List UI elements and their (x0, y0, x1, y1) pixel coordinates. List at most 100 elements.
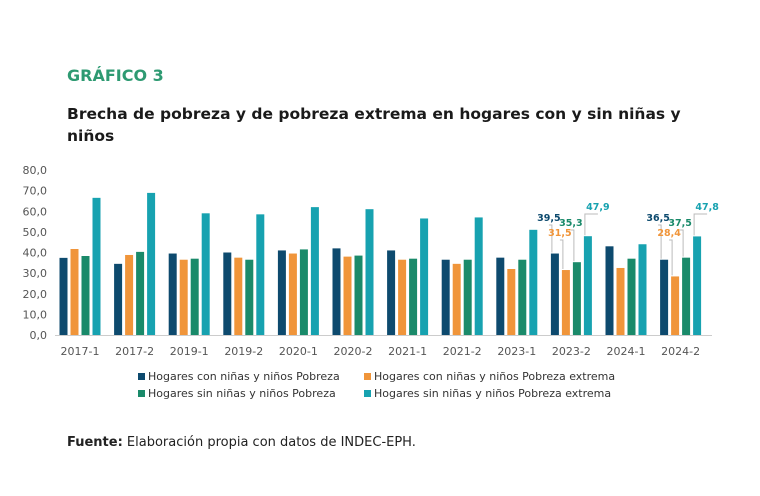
x-tick-label: 2017-2 (115, 345, 154, 358)
x-tick-label: 2019-2 (224, 345, 263, 358)
bar-2020-2-s2 (343, 256, 352, 335)
bar-2019-1-s2 (179, 259, 188, 335)
x-tick-label: 2017-1 (61, 345, 100, 358)
bar-2024-1-s3 (627, 258, 636, 335)
bar-2024-2-s4 (693, 236, 702, 335)
data-label: 36,5 (646, 213, 669, 224)
bar-2019-1-s1 (168, 253, 177, 335)
bar-2021-1-s1 (387, 250, 396, 335)
bar-2024-2-s2 (671, 276, 680, 335)
data-label: 47,9 (586, 202, 609, 213)
legend-swatch (364, 390, 371, 397)
bar-2024-1-s2 (616, 267, 625, 335)
bar-2021-1-s4 (420, 218, 429, 335)
bar-2019-1-s3 (190, 258, 199, 335)
bar-2020-1-s4 (310, 207, 319, 335)
bar-2017-2-s1 (114, 263, 123, 335)
bar-2024-1-s1 (605, 246, 614, 335)
data-label: 31,5 (548, 228, 571, 239)
source-label: Fuente: (67, 435, 123, 450)
leader-line (680, 229, 684, 257)
x-tick-label: 2019-1 (170, 345, 209, 358)
leader-line (559, 239, 564, 270)
legend-label: Hogares con niñas y niños Pobreza extrem… (374, 370, 615, 383)
bar-2020-2-s4 (365, 209, 374, 335)
bar-2023-1-s3 (518, 259, 527, 335)
data-label: 47,8 (695, 202, 719, 213)
bar-2024-2-s3 (682, 257, 691, 335)
bar-2021-2-s4 (474, 217, 483, 335)
bar-2021-2-s2 (452, 263, 461, 335)
bar-2023-2-s1 (550, 253, 559, 335)
leader-line (669, 239, 673, 276)
data-label: 37,5 (668, 218, 691, 229)
source-text: Elaboración propia con datos de INDEC-EP… (122, 435, 416, 450)
figure-kicker: GRÁFICO 3 (67, 66, 164, 85)
x-tick-label: 2024-1 (607, 345, 646, 358)
x-tick-label: 2020-2 (334, 345, 373, 358)
x-tick-label: 2020-1 (279, 345, 318, 358)
y-tick-label: 10,0 (23, 308, 48, 321)
leader-line (658, 224, 662, 259)
bar-2024-1-s4 (638, 244, 647, 335)
legend-label: Hogares sin niñas y niños Pobreza (148, 387, 336, 400)
bar-2017-1-s1 (59, 257, 68, 335)
bar-2017-1-s4 (92, 197, 101, 335)
bar-2019-2-s2 (234, 257, 243, 335)
y-tick-label: 80,0 (23, 164, 48, 177)
x-tick-label: 2023-2 (552, 345, 591, 358)
bar-2019-2-s3 (245, 259, 254, 335)
bar-2021-2-s3 (463, 259, 472, 335)
legend-swatch (138, 390, 145, 397)
leader-line (548, 224, 553, 253)
data-label: 35,3 (559, 218, 582, 229)
bar-2024-2-s1 (660, 259, 669, 335)
leader-line (693, 213, 708, 236)
bar-2020-1-s2 (288, 253, 297, 335)
bar-2020-1-s1 (277, 250, 286, 335)
bar-2019-2-s1 (223, 252, 232, 335)
bar-2020-1-s3 (299, 249, 308, 335)
x-tick-label: 2021-2 (443, 345, 482, 358)
bar-2023-1-s1 (496, 257, 505, 335)
x-tick-label: 2023-1 (497, 345, 536, 358)
bar-2023-2-s3 (572, 262, 581, 335)
x-tick-label: 2024-2 (661, 345, 700, 358)
y-tick-label: 0,0 (30, 329, 48, 342)
bar-2017-1-s3 (81, 256, 90, 335)
bar-2017-2-s3 (136, 251, 145, 335)
bar-2019-2-s4 (256, 214, 265, 335)
bar-2017-2-s2 (125, 254, 134, 335)
leader-line (584, 213, 598, 236)
bar-2021-2-s1 (441, 259, 450, 335)
bar-2021-1-s2 (398, 259, 407, 335)
bar-2023-1-s2 (507, 269, 516, 335)
bar-2023-2-s2 (561, 270, 570, 335)
bar-2020-2-s1 (332, 248, 341, 335)
legend-swatch (364, 373, 371, 380)
bar-2017-1-s2 (70, 248, 79, 335)
legend-swatch (138, 373, 145, 380)
legend-label: Hogares sin niñas y niños Pobreza extrem… (374, 387, 611, 400)
data-label: 39,5 (537, 213, 560, 224)
bar-2021-1-s3 (409, 258, 418, 335)
bar-2019-1-s4 (201, 213, 210, 335)
bar-2017-2-s4 (147, 192, 156, 335)
chart-title: Brecha de pobreza y de pobreza extrema e… (67, 105, 681, 145)
bar-2023-1-s4 (529, 229, 538, 335)
bar-2023-2-s4 (583, 236, 592, 335)
y-tick-label: 20,0 (23, 288, 48, 301)
bar-2020-2-s3 (354, 255, 363, 335)
data-label: 28,4 (657, 228, 681, 239)
x-tick-label: 2021-1 (388, 345, 427, 358)
y-tick-label: 40,0 (23, 247, 48, 260)
y-tick-label: 50,0 (23, 226, 48, 239)
y-tick-label: 30,0 (23, 267, 48, 280)
y-tick-label: 70,0 (23, 185, 48, 198)
source-note: Fuente: Elaboración propia con datos de … (67, 435, 416, 450)
y-tick-label: 60,0 (23, 205, 48, 218)
leader-line (570, 229, 575, 262)
legend-label: Hogares con niñas y niños Pobreza (148, 370, 340, 383)
